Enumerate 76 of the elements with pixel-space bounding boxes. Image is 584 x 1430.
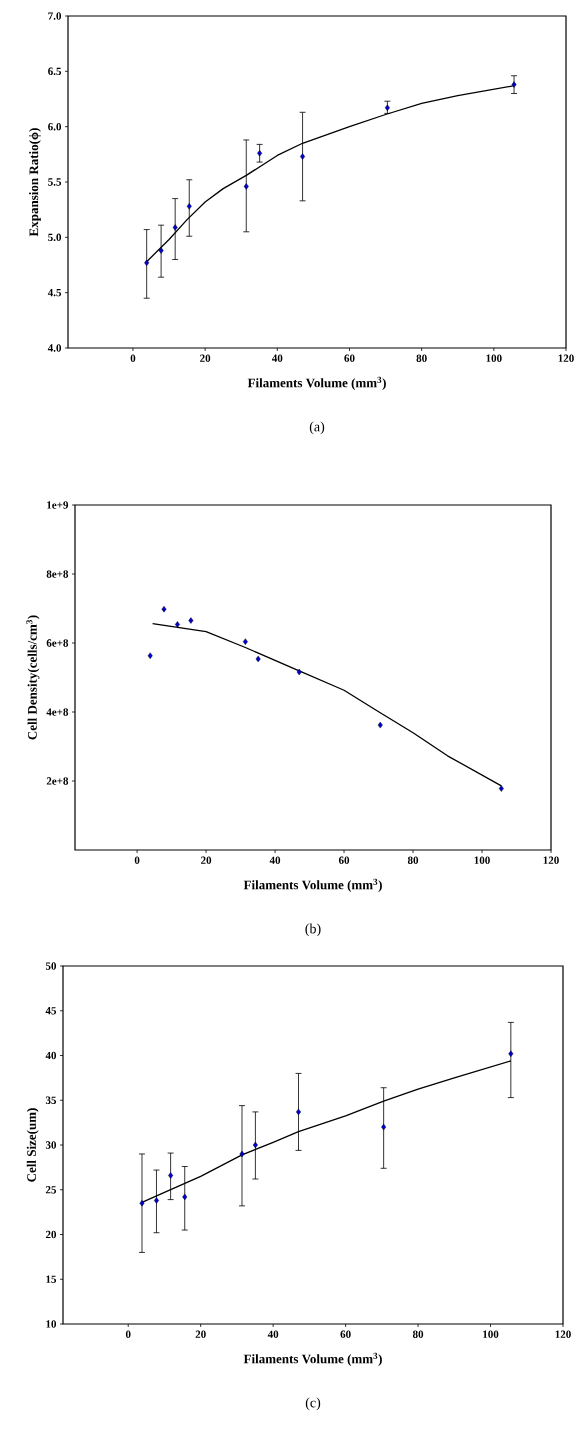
x-axis-title: Filaments Volume (mm$^{3}$) <box>247 376 386 390</box>
text: (b) <box>305 923 321 937</box>
x-tick-label: 80 <box>412 1330 424 1338</box>
point <box>139 1199 145 1207</box>
x-tick-label: 20 <box>195 1330 206 1338</box>
y-tick-label: 6.5 <box>48 67 62 76</box>
point <box>243 183 249 190</box>
x-axis-title: Filaments Volume (mm$^{3}$) <box>243 878 382 892</box>
text: (a) <box>309 421 325 435</box>
x-tick-label: 40 <box>269 856 281 864</box>
point <box>188 617 194 624</box>
x-tick-label: 120 <box>555 1330 571 1338</box>
point <box>154 1197 159 1204</box>
point <box>498 785 504 792</box>
x-tick-label: 60 <box>344 354 355 362</box>
x-tick-label: 0 <box>134 856 140 864</box>
y-tick-label: 1e+9 <box>47 501 69 509</box>
point <box>252 1141 258 1149</box>
point <box>172 224 178 231</box>
y-tick-label: 6e+8 <box>46 639 69 647</box>
point <box>255 655 261 663</box>
x-tick-label: 20 <box>200 354 211 362</box>
point <box>144 259 150 266</box>
point <box>158 247 164 254</box>
x-tick-label: 100 <box>483 1330 499 1338</box>
y-tick-label: 25 <box>45 1186 57 1194</box>
y-tick-label: 4e+8 <box>46 708 69 716</box>
x-tick-label: 0 <box>130 354 136 362</box>
x-tick-label: 0 <box>125 1330 131 1338</box>
y-tick-label: 4.0 <box>47 344 62 352</box>
x-tick-label: 80 <box>407 856 419 864</box>
point <box>511 81 517 88</box>
y-tick-label: 7.0 <box>48 12 62 20</box>
y-axis-title: Expansion Ratio(ϕ) <box>29 128 41 237</box>
x-tick-label: 60 <box>338 856 350 864</box>
point <box>508 1050 514 1057</box>
text: (c) <box>305 1397 321 1411</box>
y-tick-label: 10 <box>46 1320 57 1328</box>
point <box>174 621 180 628</box>
point <box>147 652 153 659</box>
y-tick-label: 50 <box>45 962 57 970</box>
y-axis-title: Cell Density(cells/cm$^{3}$) <box>26 615 40 740</box>
x-tick-label: 120 <box>558 354 574 362</box>
point <box>242 638 248 645</box>
x-tick-label: 20 <box>201 856 212 864</box>
x-tick-label: 120 <box>543 856 559 864</box>
y-tick-label: 8e+8 <box>46 570 69 578</box>
point <box>168 1172 174 1179</box>
point <box>296 668 302 676</box>
y-tick-label: 5.5 <box>48 178 62 186</box>
x-tick-label: 60 <box>340 1330 351 1338</box>
y-axis-title: Cell Size(um) <box>26 1108 39 1182</box>
y-tick-label: 4.5 <box>47 288 62 297</box>
x-axis-title: Filaments Volume (mm$^{3}$) <box>243 1352 382 1366</box>
x-tick-label: 80 <box>416 354 427 362</box>
x-tick-label: 100 <box>474 856 490 864</box>
x-tick-label: 40 <box>267 1330 279 1338</box>
point <box>300 153 306 160</box>
point <box>239 1150 245 1158</box>
y-tick-label: 20 <box>45 1230 57 1239</box>
point <box>186 203 192 210</box>
x-tick-label: 100 <box>486 354 502 362</box>
point <box>377 721 383 729</box>
point <box>381 1123 387 1131</box>
y-tick-label: 45 <box>45 1007 57 1015</box>
y-tick-label: 15 <box>46 1275 57 1283</box>
y-tick-label: 30 <box>45 1141 57 1149</box>
y-tick-label: 35 <box>45 1096 57 1104</box>
x-tick-label: 40 <box>271 354 283 362</box>
point <box>161 606 167 613</box>
y-tick-label: 40 <box>45 1051 57 1060</box>
point <box>257 150 263 157</box>
y-tick-label: 2e+8 <box>46 777 69 785</box>
point <box>182 1193 188 1201</box>
y-tick-label: 5.0 <box>48 233 62 242</box>
y-tick-label: 6.0 <box>48 122 62 131</box>
